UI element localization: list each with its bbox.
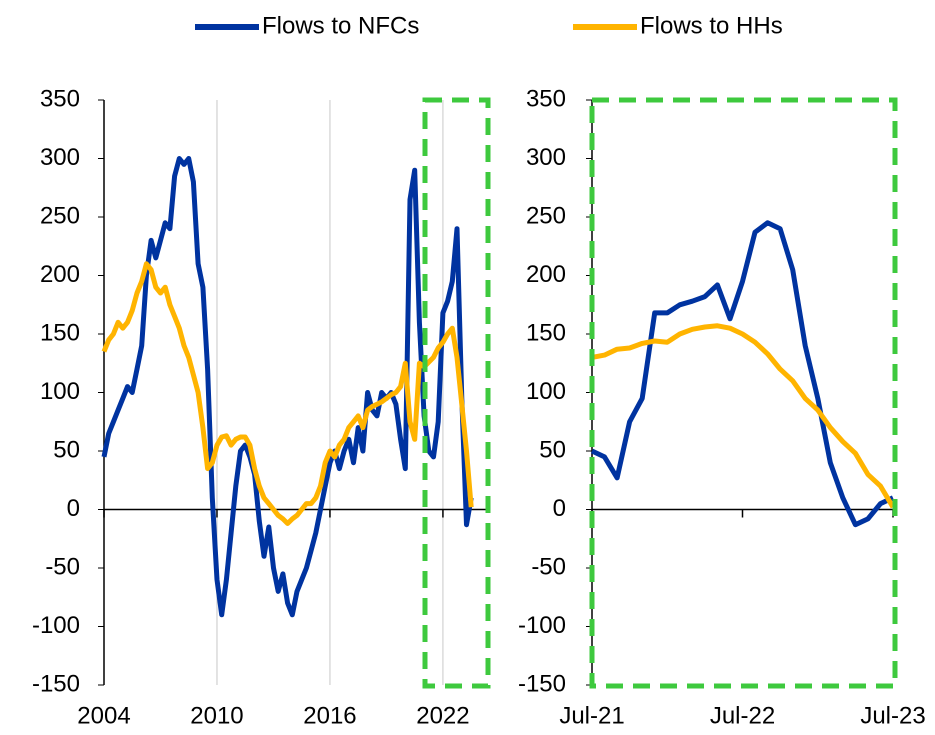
y-tick-label: 250 (526, 202, 566, 229)
y-tick-label: 0 (553, 495, 566, 522)
y-tick-label: 350 (40, 85, 80, 112)
y-tick-label: 0 (67, 495, 80, 522)
y-tick-label: 150 (526, 319, 566, 346)
y-tick-label: 250 (40, 202, 80, 229)
y-tick-label: -100 (32, 612, 80, 639)
y-tick-label: -150 (32, 670, 80, 697)
x-tick-label: Jul-22 (710, 702, 775, 729)
y-tick-label: 50 (539, 436, 566, 463)
y-tick-label: -50 (45, 553, 80, 580)
y-tick-label: 350 (526, 85, 566, 112)
y-tick-label: -100 (518, 612, 566, 639)
y-tick-label: 300 (40, 144, 80, 171)
x-tick-label: 2004 (77, 702, 130, 729)
y-tick-label: 50 (53, 436, 80, 463)
x-tick-label: 2016 (303, 702, 356, 729)
series-line (101, 156, 474, 618)
series-line (591, 323, 896, 509)
y-tick-label: 100 (40, 378, 80, 405)
x-tick-label: Jul-23 (860, 702, 925, 729)
y-tick-label: -50 (531, 553, 566, 580)
plot-layer: Flows to NFCs Flows to HHs 2004 2010 2016 202… (32, 12, 926, 729)
x-tick-label: Jul-21 (559, 702, 624, 729)
y-tick-label: -150 (518, 670, 566, 697)
y-tick-label: 200 (40, 261, 80, 288)
legend-label: Flows to NFCs (262, 12, 419, 39)
highlight-box (422, 97, 491, 689)
x-tick-label: 2022 (416, 702, 469, 729)
y-tick-label: 150 (40, 319, 80, 346)
y-tick-label: 100 (526, 378, 566, 405)
x-tick-label: 2010 (190, 702, 243, 729)
y-tick-label: 200 (526, 261, 566, 288)
y-tick-label: 300 (526, 144, 566, 171)
legend-label: Flows to HHs (640, 12, 783, 39)
series-line (590, 220, 895, 528)
series-line (101, 261, 474, 526)
highlight-box (589, 97, 898, 689)
